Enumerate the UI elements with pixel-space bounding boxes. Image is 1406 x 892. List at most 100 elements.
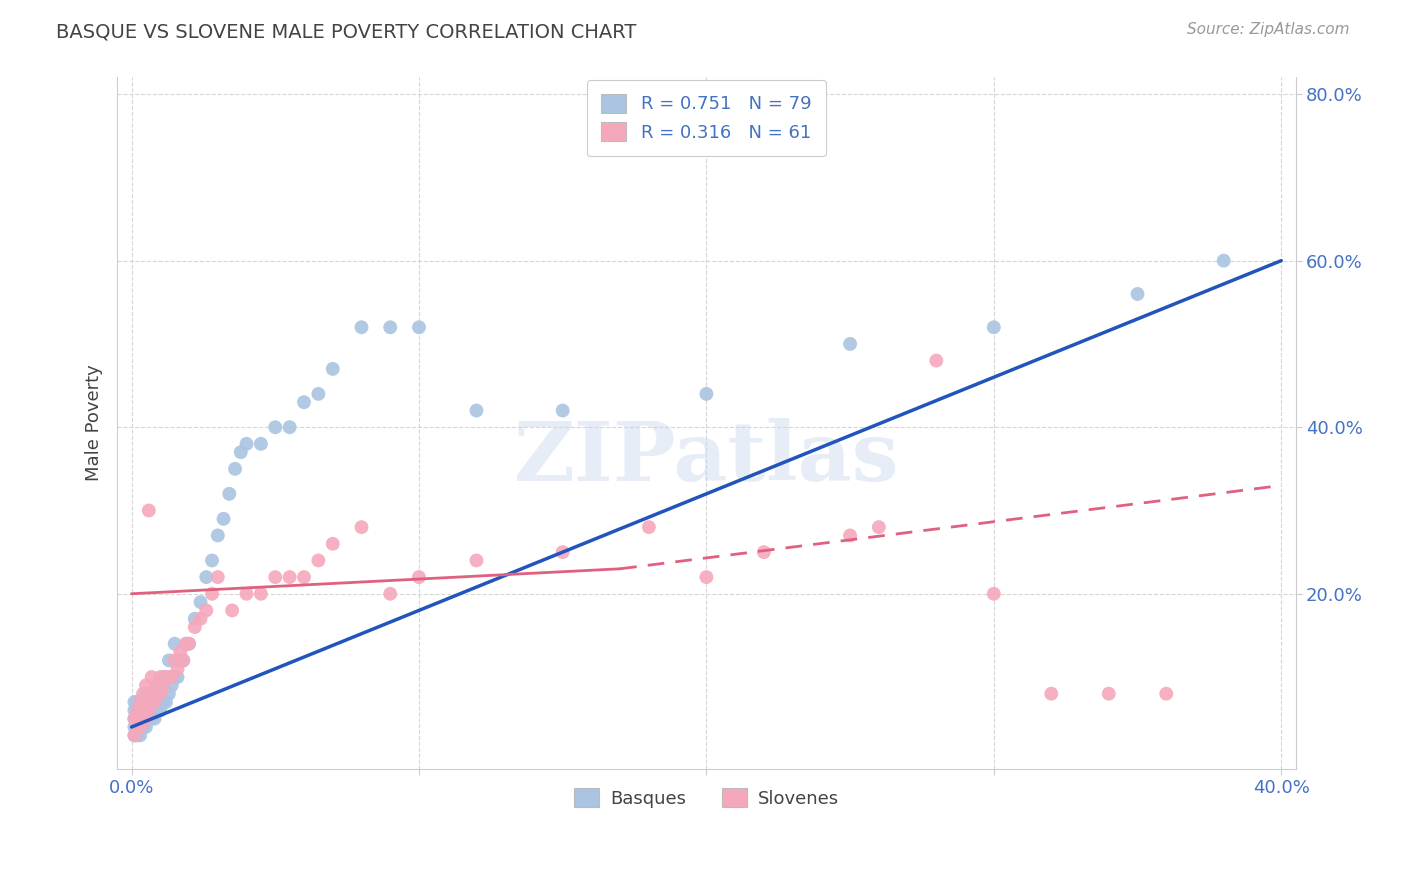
Point (141, 695, 163, 709)
Point (264, 570, 287, 584)
Point (160, 678, 183, 692)
Point (925, 353, 948, 368)
Point (149, 687, 172, 701)
Point (465, 553, 488, 567)
Point (174, 637, 197, 651)
Point (129, 695, 152, 709)
Point (124, 712, 146, 726)
Point (129, 695, 152, 709)
Point (250, 587, 273, 601)
Point (868, 520, 890, 534)
Point (177, 637, 200, 651)
Point (235, 437, 257, 451)
Point (129, 728, 152, 742)
Point (127, 703, 149, 717)
Point (212, 512, 235, 526)
Point (143, 712, 166, 726)
Point (551, 403, 574, 417)
Point (218, 487, 240, 501)
Point (278, 420, 301, 434)
Point (132, 703, 155, 717)
Point (190, 612, 212, 626)
Point (752, 545, 775, 559)
Point (177, 637, 200, 651)
Point (143, 703, 166, 717)
Point (169, 645, 191, 659)
Point (307, 387, 329, 401)
Point (138, 703, 160, 717)
Text: Source: ZipAtlas.com: Source: ZipAtlas.com (1187, 22, 1350, 37)
Point (146, 703, 169, 717)
Point (127, 728, 149, 742)
Point (983, 320, 1005, 334)
Point (839, 528, 862, 542)
Point (127, 720, 149, 734)
Point (141, 712, 163, 726)
Point (1126, 287, 1149, 301)
Point (1212, 253, 1234, 268)
Point (132, 720, 155, 734)
Point (124, 712, 146, 726)
Point (127, 712, 149, 726)
Point (157, 670, 180, 684)
Point (149, 670, 172, 684)
Point (152, 678, 174, 692)
Point (124, 703, 146, 717)
Point (132, 687, 155, 701)
Point (184, 620, 207, 634)
Point (1098, 687, 1121, 701)
Point (146, 678, 169, 692)
Point (201, 553, 224, 567)
Point (127, 720, 149, 734)
Point (163, 670, 186, 684)
Point (135, 687, 157, 701)
Point (638, 520, 661, 534)
Point (166, 662, 188, 676)
Point (124, 695, 146, 709)
Point (135, 712, 157, 726)
Point (124, 728, 146, 742)
Point (127, 712, 149, 726)
Point (408, 320, 430, 334)
Point (235, 587, 257, 601)
Point (465, 403, 488, 417)
Point (229, 445, 252, 459)
Point (143, 687, 166, 701)
Point (135, 703, 157, 717)
Point (160, 670, 183, 684)
Point (157, 687, 180, 701)
Point (195, 570, 218, 584)
Point (138, 712, 160, 726)
Point (839, 337, 862, 351)
Point (207, 528, 229, 542)
Point (1154, 687, 1177, 701)
Point (195, 603, 218, 617)
Point (135, 712, 157, 726)
Point (190, 595, 212, 609)
Point (163, 653, 186, 667)
Point (132, 712, 155, 726)
Point (172, 653, 194, 667)
Y-axis label: Male Poverty: Male Poverty (86, 365, 103, 482)
Point (292, 395, 315, 409)
Point (174, 637, 197, 651)
Point (132, 695, 155, 709)
Point (551, 545, 574, 559)
Point (132, 712, 155, 726)
Point (224, 462, 246, 476)
Point (152, 695, 174, 709)
Point (141, 687, 163, 701)
Point (307, 553, 329, 567)
Point (350, 320, 373, 334)
Point (127, 703, 149, 717)
Point (129, 720, 152, 734)
Point (380, 587, 402, 601)
Point (250, 437, 273, 451)
Point (138, 695, 160, 709)
Point (141, 695, 163, 709)
Point (695, 387, 717, 401)
Point (155, 670, 177, 684)
Point (169, 653, 191, 667)
Point (143, 695, 166, 709)
Legend: Basques, Slovenes: Basques, Slovenes (567, 781, 846, 815)
